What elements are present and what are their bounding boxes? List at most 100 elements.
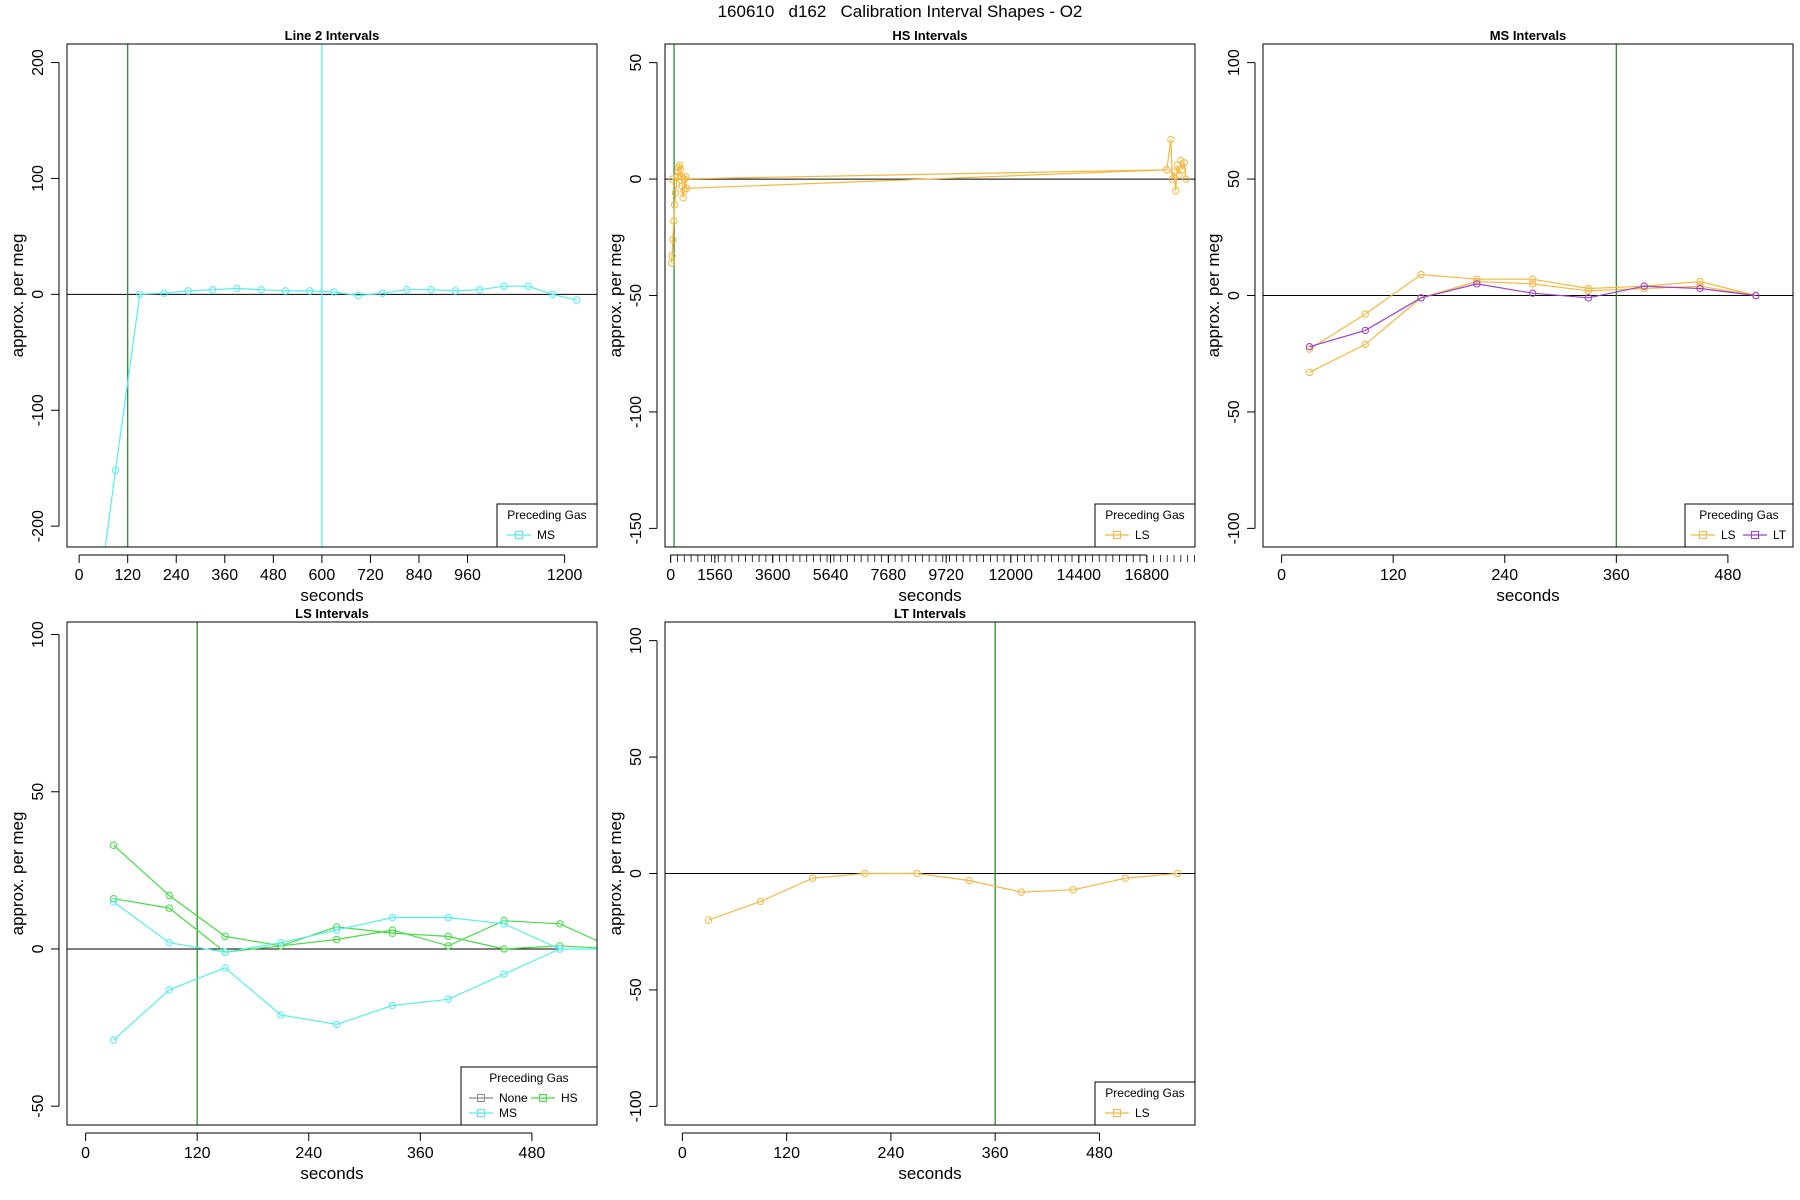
x-axis-label: seconds [898, 1164, 961, 1183]
data-point-LS [1696, 282, 1704, 290]
x-tick-label: 120 [184, 1145, 211, 1162]
legend-label-MS: MS [537, 528, 555, 542]
data-point-MS [277, 1011, 285, 1019]
data-point-MS [403, 286, 411, 294]
x-tick-label: 120 [1380, 567, 1407, 584]
data-point-MS [136, 290, 144, 299]
data-point-LS [670, 200, 679, 209]
data-point-MS [354, 291, 362, 300]
y-axis-label: approx. per meg [606, 234, 625, 358]
plot-frame [66, 43, 598, 548]
data-point-LS [1121, 874, 1130, 882]
series-line-LS [1309, 280, 1756, 373]
x-tick-label: 960 [454, 567, 481, 584]
x-tick-label: 360 [211, 567, 238, 584]
legend-marker-LS [1699, 531, 1707, 539]
data-point-MS [612, 946, 618, 952]
x-tick-label: 240 [295, 1145, 322, 1162]
legend-box [1684, 503, 1794, 548]
data-point-LS [669, 235, 677, 244]
data-point-LS [1473, 275, 1481, 283]
y-tick-label: -100 [30, 394, 47, 426]
legend-marker-HS [539, 1094, 547, 1102]
data-point-LS [1178, 166, 1187, 174]
chart-title: LT Intervals [894, 606, 966, 621]
data-point-LS [1640, 284, 1648, 293]
y-tick-label: 50 [628, 54, 645, 72]
chart-title: LS Intervals [295, 606, 369, 621]
legend-box [1094, 1081, 1196, 1126]
data-point-MS [388, 913, 397, 922]
legend-label-LT: LT [1773, 528, 1787, 542]
data-point-MS [165, 986, 173, 994]
y-axis-label: approx. per meg [606, 812, 625, 936]
x-axis-label: seconds [300, 586, 363, 605]
chart-panel-2: HS Intervals 0 1560 3600 5640 7680 9720 12000 14… [606, 28, 1196, 605]
data-point-HS [332, 935, 341, 944]
y-tick-label: -200 [30, 510, 47, 542]
y-tick-label: 100 [30, 621, 47, 648]
data-point-LS [965, 876, 973, 885]
y-axis-label: approx. per meg [8, 234, 27, 358]
data-point-MS [277, 938, 285, 947]
data-point-LT [1696, 284, 1704, 293]
legend-marker-LS [1113, 1109, 1121, 1117]
plot-area [67, 44, 597, 564]
series-line-MS [113, 948, 561, 1041]
data-point-LS [1173, 161, 1182, 169]
legend-label-None: None [499, 1091, 528, 1105]
y-tick-label: -50 [1226, 400, 1243, 423]
x-axis-label: seconds [300, 1164, 363, 1183]
data-point-LS [1361, 340, 1369, 349]
legend-marker-MS [477, 1109, 485, 1117]
data-point-LT [1528, 289, 1537, 297]
data-point-LT [1640, 282, 1648, 290]
legend-marker-None [477, 1094, 485, 1102]
data-point-LT [1361, 326, 1369, 335]
data-point-LS [667, 259, 676, 267]
legend-label-LS: LS [1135, 528, 1150, 542]
data-point-LS [1168, 175, 1177, 183]
data-point-MS [444, 913, 452, 922]
x-tick-label: 1200 [547, 567, 583, 584]
data-point-HS [612, 946, 618, 952]
data-point-MS [524, 282, 532, 290]
x-tick-label: 7680 [871, 567, 907, 584]
data-point-MS [573, 296, 581, 304]
data-point-LT [1305, 343, 1314, 351]
legend-label-LS: LS [1135, 1106, 1150, 1120]
data-point-HS [165, 891, 173, 900]
legend-title: Preceding Gas [489, 1071, 568, 1085]
data-point-LS [673, 173, 681, 181]
data-point-MS [500, 920, 508, 928]
legend-box [1094, 503, 1196, 548]
data-point-MS [100, 558, 106, 564]
y-axis-label: approx. per meg [8, 812, 27, 936]
data-point-LS [681, 173, 690, 181]
data-point-HS [444, 932, 452, 941]
data-point-MS [475, 286, 484, 294]
series-line-HS [113, 844, 597, 950]
data-point-LS [1172, 187, 1180, 195]
x-tick-label: 240 [878, 1145, 905, 1162]
chart-title: MS Intervals [1490, 28, 1567, 43]
data-point-LS [1162, 166, 1171, 174]
x-tick-label: 3600 [755, 567, 791, 584]
data-point-LS [756, 897, 765, 906]
legend-title: Preceding Gas [1699, 508, 1778, 522]
y-tick-label: 0 [628, 175, 645, 184]
data-point-MS [111, 466, 120, 475]
x-tick-label: 840 [406, 567, 433, 584]
series-line-MS [113, 901, 597, 953]
data-point-MS [221, 964, 229, 972]
x-tick-label: 9720 [928, 567, 964, 584]
x-axis-label: seconds [898, 586, 961, 605]
y-tick-label: 100 [628, 627, 645, 654]
legend: Preceding Gas LS [1094, 1081, 1196, 1126]
legend-title: Preceding Gas [1105, 1086, 1184, 1100]
data-point-MS [451, 287, 460, 295]
data-point-LS [1696, 277, 1704, 286]
legend: Preceding Gas LS LT [1684, 503, 1794, 548]
data-point-MS [444, 995, 452, 1003]
